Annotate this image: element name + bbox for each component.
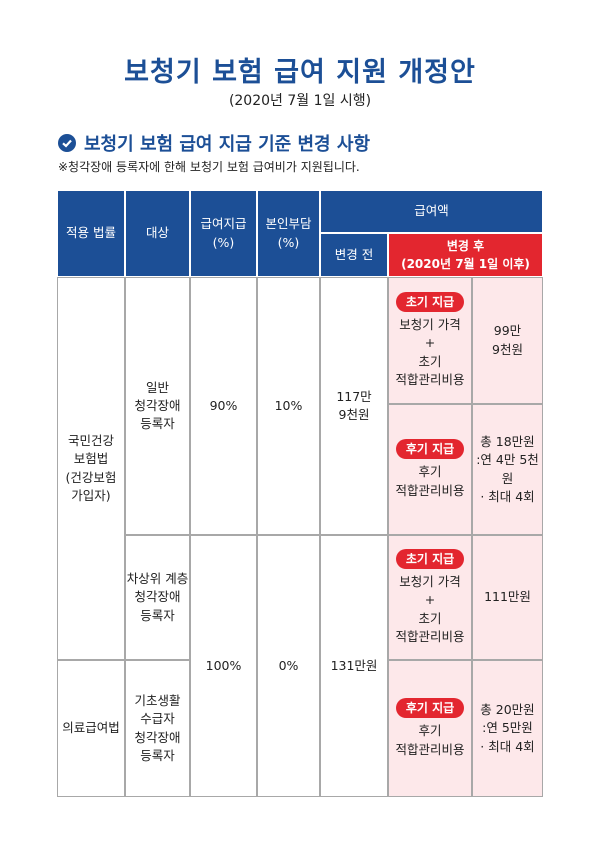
section-heading-row: 보청기 보험 급여 지급 기준 변경 사항 (58, 130, 370, 156)
target: 차상위 계층 청각장애 등록자 (125, 535, 190, 660)
amount-header: 급여액 (320, 190, 543, 233)
after-amount: 99만 9천원 (472, 277, 543, 404)
note: ※청각장애 등록자에 한해 보청기 보험 급여비가 지원됩니다. (58, 160, 360, 174)
after-item: 초기 지급 보청기 가격 + 초기 적합관리비용 (388, 277, 472, 404)
item-text: 보청기 가격 + 초기 적합관리비용 (395, 574, 465, 644)
item-text: 후기 적합관리비용 (395, 723, 465, 757)
before-amount: 131만원 (320, 535, 388, 797)
target: 일반 청각장애 등록자 (125, 277, 190, 535)
after-amount: 111만원 (472, 535, 543, 660)
target: 기초생활 수급자 청각장애 등록자 (125, 660, 190, 797)
section-heading: 보청기 보험 급여 지급 기준 변경 사항 (84, 134, 370, 155)
pay-rate: 90% (190, 277, 257, 535)
item-text: 후기 적합관리비용 (395, 464, 465, 498)
badge: 초기 지급 (395, 549, 465, 570)
pay-rate: 100% (190, 535, 257, 797)
col-header: 대상 (125, 190, 190, 277)
check-icon (58, 134, 76, 152)
subtitle: (2020년 7월 1일 시행) (228, 93, 372, 109)
after-item: 초기 지급 보청기 가격 + 초기 적합관리비용 (388, 535, 472, 660)
col-header: 적용 법률 (57, 190, 125, 277)
badge: 후기 지급 (395, 439, 465, 460)
law: 국민건강 보험법 (건강보험 가입자) (57, 277, 125, 660)
after-item: 후기 지급 후기 적합관리비용 (388, 660, 472, 797)
badge: 후기 지급 (395, 698, 465, 719)
col-header: 급여지급 (%) (190, 190, 257, 277)
self-rate: 10% (257, 277, 320, 535)
before-header: 변경 전 (320, 233, 388, 277)
col-header: 본인부담 (%) (257, 190, 320, 277)
title: 보청기 보험 급여 지원 개정안 (124, 57, 476, 88)
badge: 초기 지급 (395, 292, 465, 313)
self-rate: 0% (257, 535, 320, 797)
item-text: 보청기 가격 + 초기 적합관리비용 (395, 317, 465, 387)
law: 의료급여법 (57, 660, 125, 797)
after-amount: 총 20만원 :연 5만원 · 최대 4회 (472, 660, 543, 797)
after-header: 변경 후 (2020년 7월 1일 이후) (388, 233, 543, 277)
before-amount: 117만 9천원 (320, 277, 388, 535)
after-amount: 총 18만원 :연 4만 5천원 · 최대 4회 (472, 404, 543, 535)
after-item: 후기 지급 후기 적합관리비용 (388, 404, 472, 535)
